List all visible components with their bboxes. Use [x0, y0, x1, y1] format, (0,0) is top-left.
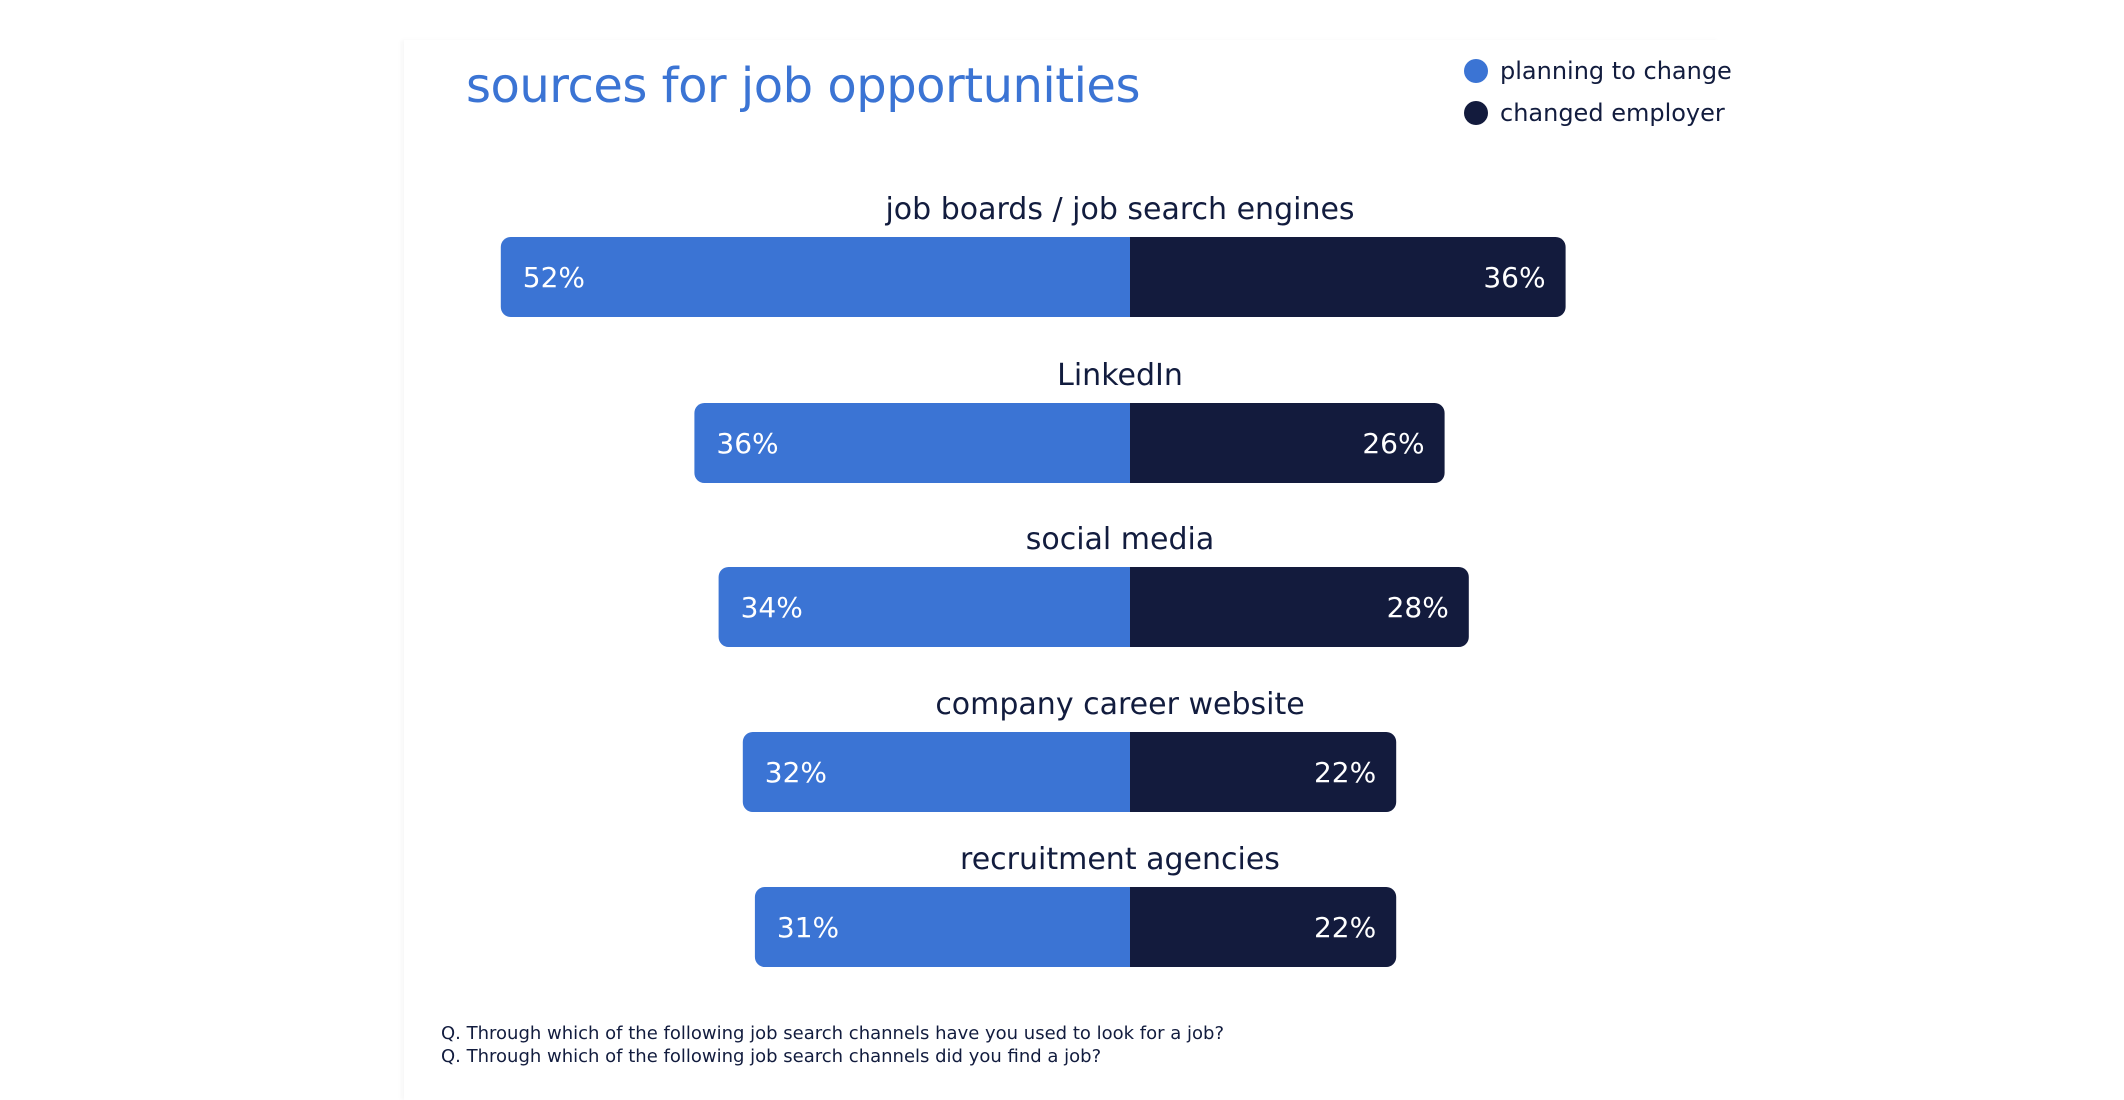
legend-label-planning: planning to change [1500, 57, 1732, 85]
legend-swatch-changed [1464, 101, 1488, 125]
bar-changed-job-boards-job-search-engines [1130, 237, 1566, 317]
category-label-company-career-website: company career website [935, 687, 1304, 722]
bar-changed-linkedin [1130, 403, 1445, 483]
value-label-planning-recruitment-agencies: 31% [777, 911, 839, 944]
category-label-recruitment-agencies: recruitment agencies [960, 842, 1280, 877]
value-label-planning-job-boards-job-search-engines: 52% [523, 261, 585, 294]
legend-item-planning: planning to change [1464, 50, 1732, 92]
category-label-linkedin: LinkedIn [1057, 358, 1183, 393]
value-label-planning-linkedin: 36% [716, 427, 778, 460]
legend-label-changed: changed employer [1500, 99, 1725, 127]
bar-planning-company-career-website [742, 732, 1130, 812]
value-label-changed-job-boards-job-search-engines: 36% [1483, 261, 1545, 294]
footnotes: Q. Through which of the following job se… [441, 1022, 1224, 1068]
bar-planning-job-boards-job-search-engines [500, 237, 1130, 317]
footnote-1: Q. Through which of the following job se… [441, 1023, 1224, 1044]
value-label-changed-company-career-website: 22% [1314, 756, 1376, 789]
legend-swatch-planning [1464, 59, 1488, 83]
bar-planning-recruitment-agencies [754, 887, 1130, 967]
category-label-social-media: social media [1026, 522, 1215, 557]
value-label-changed-social-media: 28% [1387, 591, 1449, 624]
legend: planning to change changed employer [1464, 50, 1732, 134]
legend-item-changed: changed employer [1464, 92, 1732, 134]
bar-changed-recruitment-agencies [1130, 887, 1397, 967]
value-label-changed-recruitment-agencies: 22% [1314, 911, 1376, 944]
value-label-planning-social-media: 34% [741, 591, 803, 624]
footnote-2: Q. Through which of the following job se… [441, 1046, 1102, 1067]
value-label-planning-company-career-website: 32% [765, 756, 827, 789]
bar-planning-social-media [718, 567, 1130, 647]
bar-changed-social-media [1130, 567, 1469, 647]
value-label-changed-linkedin: 26% [1362, 427, 1424, 460]
bar-changed-company-career-website [1130, 732, 1397, 812]
chart-title: sources for job opportunities [466, 58, 1140, 114]
category-label-job-boards-job-search-engines: job boards / job search engines [884, 192, 1354, 227]
bar-planning-linkedin [694, 403, 1130, 483]
